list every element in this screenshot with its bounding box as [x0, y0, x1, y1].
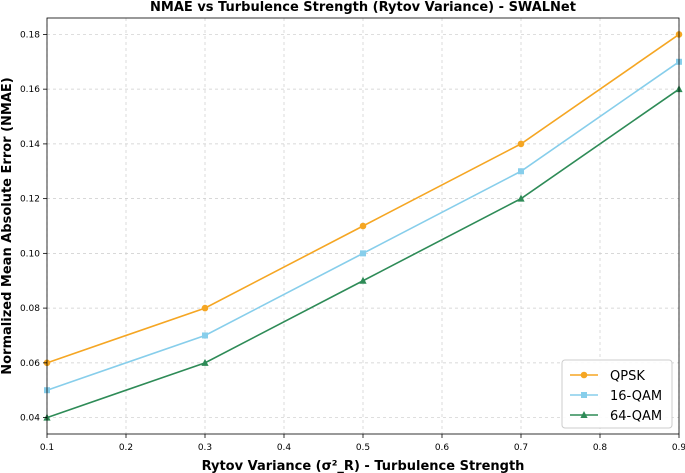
y-axis-label: Normalized Mean Absolute Error (NMAE) [0, 77, 15, 375]
legend-label-64-qam: 64-QAM [610, 409, 662, 424]
legend-item-64-qam: 64-QAM [570, 409, 662, 424]
x-tick-label: 0.7 [514, 443, 528, 453]
x-axis-label: Rytov Variance (σ²_R) - Turbulence Stren… [202, 459, 525, 473]
y-axis-ticks: 0.04 0.06 0.08 0.10 0.12 0.14 0.16 0.18 [20, 30, 47, 424]
x-axis-ticks: 0.1 0.2 0.3 0.4 0.5 0.6 0.7 0.8 0.9 [40, 434, 685, 453]
data-point-64-qam [359, 276, 367, 284]
series-layer [43, 31, 683, 421]
data-point-64-qam [201, 358, 209, 366]
data-point-qpsk [517, 140, 525, 148]
legend-marker-64-qam [580, 411, 588, 418]
x-tick-label: 0.2 [119, 443, 133, 453]
data-point-64-qam [517, 194, 525, 202]
legend: QPSK 16-QAM 64-QAM [561, 359, 673, 429]
data-point-16-qam [518, 168, 524, 175]
y-tick-label: 0.18 [20, 30, 40, 40]
x-tick-label: 0.6 [435, 443, 450, 453]
legend-label-qpsk: QPSK [610, 369, 645, 384]
y-tick-label: 0.08 [20, 304, 40, 314]
x-tick-label: 0.8 [593, 443, 608, 453]
chart-title: NMAE vs Turbulence Strength (Rytov Varia… [150, 0, 576, 15]
data-point-16-qam [360, 250, 366, 257]
y-tick-label: 0.14 [20, 140, 40, 150]
y-tick-label: 0.10 [20, 249, 40, 259]
x-tick-label: 0.1 [40, 443, 54, 453]
legend-item-qpsk: QPSK [570, 369, 645, 384]
x-tick-label: 0.3 [198, 443, 212, 453]
x-tick-label: 0.9 [672, 443, 685, 453]
legend-marker-16-qam [581, 392, 587, 398]
y-tick-label: 0.12 [20, 195, 40, 205]
data-point-qpsk [359, 222, 367, 230]
legend-label-16-qam: 16-QAM [610, 389, 662, 404]
x-tick-label: 0.4 [277, 443, 292, 453]
legend-marker-qpsk [580, 371, 588, 379]
y-tick-label: 0.04 [20, 414, 40, 424]
legend-item-16-qam: 16-QAM [570, 389, 662, 404]
legend-box [561, 359, 673, 429]
y-tick-label: 0.06 [20, 359, 40, 369]
x-tick-label: 0.5 [356, 443, 370, 453]
data-point-16-qam [202, 332, 208, 339]
data-point-qpsk [201, 304, 209, 312]
y-tick-label: 0.16 [20, 85, 40, 95]
